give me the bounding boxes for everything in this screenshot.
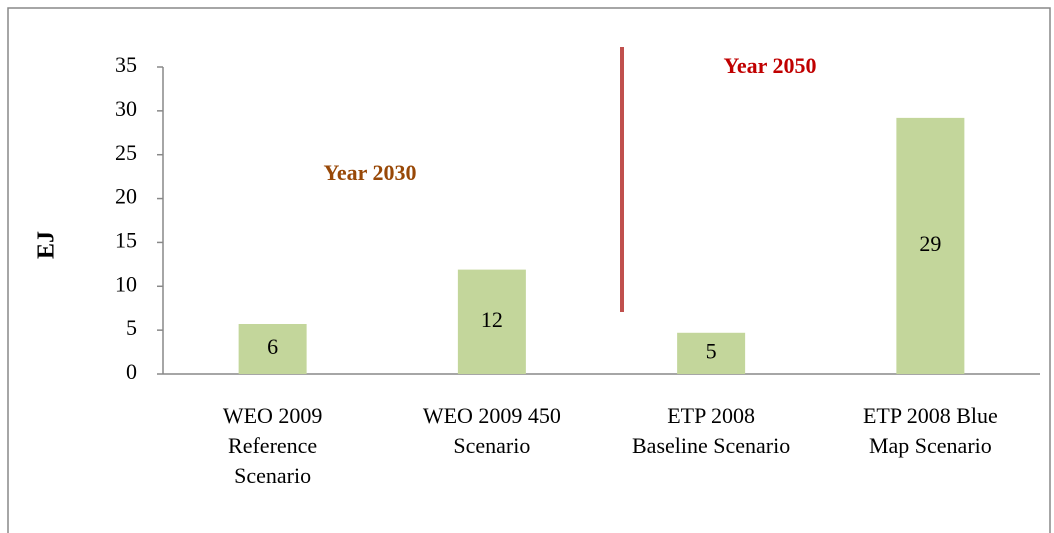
x-tick-label: WEO 2009 450 Scenario [423,403,561,458]
y-tick-label: 0 [126,359,137,384]
y-tick-label: 30 [115,96,137,121]
annotation: Year 2050 [723,53,816,78]
x-tick-line: WEO 2009 [223,403,323,428]
x-tick-line: Reference [228,433,317,458]
x-tick-line: Scenario [234,463,311,488]
data-label: 6 [267,334,278,359]
bar [238,324,307,374]
data-label: 29 [919,231,941,256]
bar [457,269,526,374]
y-tick-label: 20 [115,184,137,209]
y-tick-label: 15 [115,227,137,252]
annotation: Year 2030 [323,160,416,185]
bar [677,332,746,374]
x-tick-line: Scenario [453,433,530,458]
y-tick-label: 5 [126,315,137,340]
x-tick-label: ETP 2008 Baseline Scenario [632,403,790,458]
bar [896,117,965,375]
data-label: 12 [481,307,503,332]
x-tick-label: ETP 2008 Blue Map Scenario [863,403,998,458]
x-tick-line: ETP 2008 Blue [863,403,998,428]
y-tick-label: 35 [115,52,137,77]
y-axis-label: EJ [34,231,60,259]
x-tick-line: WEO 2009 450 [423,403,561,428]
y-tick-label: 10 [115,271,137,296]
x-tick-line: Baseline Scenario [632,433,790,458]
x-tick-line: Map Scenario [869,433,992,458]
x-tick-label: WEO 2009 Reference Scenario [223,403,323,488]
data-label: 5 [706,338,717,363]
frame [7,7,1051,533]
x-tick-line: ETP 2008 [667,403,755,428]
y-tick-label: 25 [115,140,137,165]
